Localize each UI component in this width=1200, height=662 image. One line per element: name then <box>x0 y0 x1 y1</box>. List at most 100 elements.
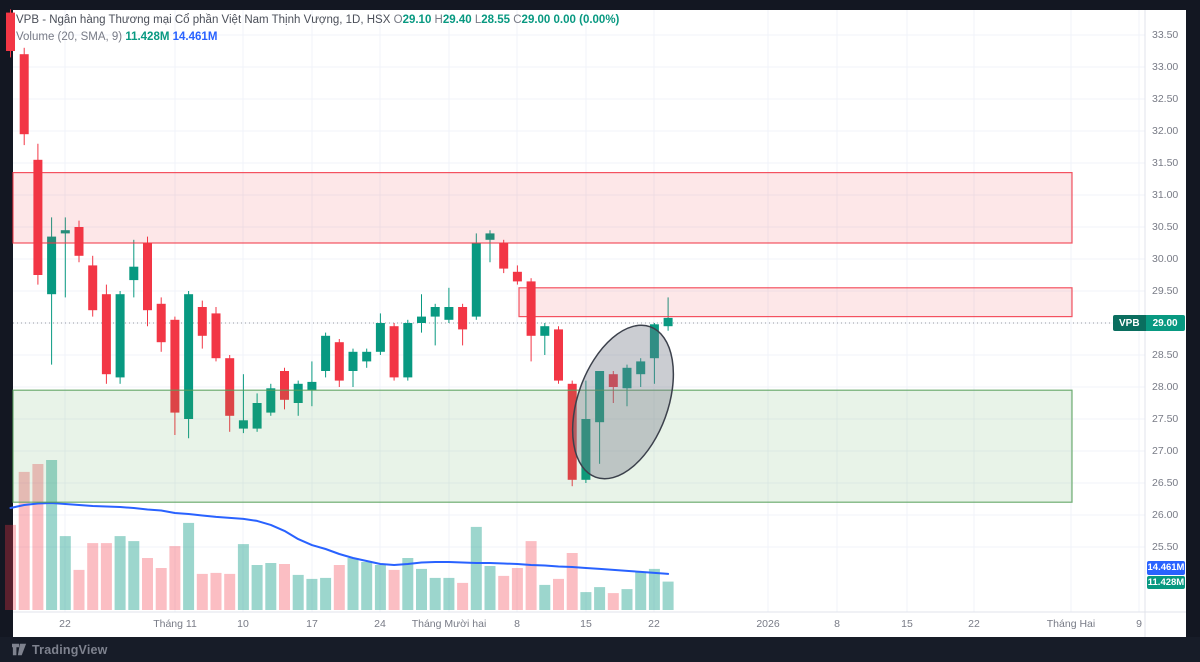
time-axis-label: Tháng Mười hai <box>411 618 487 630</box>
volume-bar <box>361 562 373 610</box>
time-axis-label: 22 <box>648 618 660 630</box>
candle-body <box>115 294 125 378</box>
volume-bar <box>498 575 510 610</box>
price-axis-label: 29.50 <box>1152 285 1179 297</box>
volume-bar <box>251 565 263 610</box>
volume-bar <box>429 577 441 610</box>
volume-bar <box>539 584 551 610</box>
volume-bar <box>183 522 195 610</box>
volume-bar <box>5 524 16 610</box>
volume-bar <box>59 536 71 610</box>
volume-bar <box>443 577 455 610</box>
volume-bar <box>580 592 592 610</box>
candle-body <box>19 54 29 135</box>
volume-bar <box>594 587 606 610</box>
volume-bar <box>196 573 208 610</box>
time-axis-label: 8 <box>514 618 520 630</box>
candle-body <box>101 294 111 375</box>
volume-bar <box>155 568 167 610</box>
volume-bar <box>87 543 99 610</box>
low-label: L <box>474 14 482 26</box>
time-axis-label: Tháng 11 <box>153 618 197 630</box>
volume-bar <box>128 541 140 610</box>
volume-bar <box>511 568 523 610</box>
price-axis-label: 28.00 <box>1152 381 1179 393</box>
tradingview-logo[interactable]: TradingView <box>12 643 108 657</box>
chart-legend[interactable]: VPB - Ngân hàng Thương mại Cổ phần Việt … <box>16 12 619 45</box>
candle-body <box>663 317 673 327</box>
candle-body <box>129 266 139 281</box>
candle-body <box>430 307 440 317</box>
tradingview-brand-text: TradingView <box>32 642 108 657</box>
candle-body <box>362 351 372 362</box>
footer-bar: TradingView <box>0 637 1200 662</box>
volume-current-badge: 11.428M <box>1147 575 1185 589</box>
symbol-title: VPB - Ngân hàng Thương mại Cổ phần Việt … <box>16 14 391 26</box>
price-axis-label: 26.50 <box>1152 477 1179 489</box>
volume-bar <box>32 464 44 610</box>
candle-body <box>47 236 57 295</box>
volume-bar <box>18 471 30 610</box>
time-axis-label: 22 <box>59 618 71 630</box>
time-axis-label: 22 <box>968 618 980 630</box>
price-axis-label: 30.00 <box>1152 253 1179 265</box>
price-axis-label: 32.50 <box>1152 93 1179 105</box>
candle-body <box>225 358 235 416</box>
volume-bar <box>566 553 578 610</box>
candle-body <box>74 227 84 256</box>
volume-bar <box>402 558 414 610</box>
time-axis-label: 15 <box>580 618 592 630</box>
candle-body <box>60 230 70 234</box>
candle-body <box>458 307 468 330</box>
candle-body <box>375 323 385 352</box>
current-price-badge: VPB 29.00 <box>1113 315 1185 331</box>
candle-body <box>389 326 399 378</box>
close-value: 29.00 <box>521 14 551 26</box>
grid-layer <box>13 10 1145 612</box>
candle-body <box>197 307 207 336</box>
candle-body <box>184 294 194 419</box>
high-label: H <box>434 14 443 26</box>
time-axis-label: 17 <box>306 618 318 630</box>
volume-bar <box>224 573 236 610</box>
resistance-upper-zone <box>12 172 1073 244</box>
ellipse-annotation[interactable] <box>553 311 692 492</box>
volume-bar <box>265 563 277 610</box>
candle-body <box>554 329 563 381</box>
volume-current-value: 11.428M <box>125 31 170 43</box>
candle-body <box>622 367 632 389</box>
volume-bar <box>100 543 112 610</box>
candle-body <box>526 281 536 336</box>
candle-body <box>307 381 317 391</box>
candle-body <box>595 371 605 423</box>
time-axis-label: 9 <box>1136 618 1142 630</box>
candle-body <box>143 243 152 311</box>
volume-bar <box>648 568 660 610</box>
candle-body <box>444 307 454 320</box>
price-axis-label: 33.00 <box>1152 61 1179 73</box>
change-value: 0.00 (0.00%) <box>553 14 620 26</box>
price-axis-label: 31.00 <box>1152 189 1179 201</box>
volume-indicator-row[interactable]: Volume (20, SMA, 9) 11.428M 14.461M <box>16 29 619 45</box>
candle-body <box>238 420 248 429</box>
price-axis-label: 27.50 <box>1152 413 1179 425</box>
symbol-ohlc-row: VPB - Ngân hàng Thương mại Cổ phần Việt … <box>16 12 619 28</box>
volume-bar <box>553 578 564 610</box>
candle-body <box>156 303 166 343</box>
volume-bar <box>388 569 400 610</box>
volume-bar <box>607 593 619 610</box>
candle-body <box>581 419 591 480</box>
price-axis-label: 25.50 <box>1152 541 1179 553</box>
price-axis-label: 26.00 <box>1152 509 1179 521</box>
zones-layer[interactable] <box>12 172 1073 503</box>
time-axis-label: 2026 <box>756 618 780 630</box>
volume-bar <box>292 574 304 610</box>
candle-body <box>170 319 180 413</box>
volume-bar <box>525 541 537 610</box>
candle-body <box>321 335 331 371</box>
volume-bar <box>416 568 427 610</box>
candle-body <box>348 351 358 371</box>
candle-body <box>6 12 15 52</box>
